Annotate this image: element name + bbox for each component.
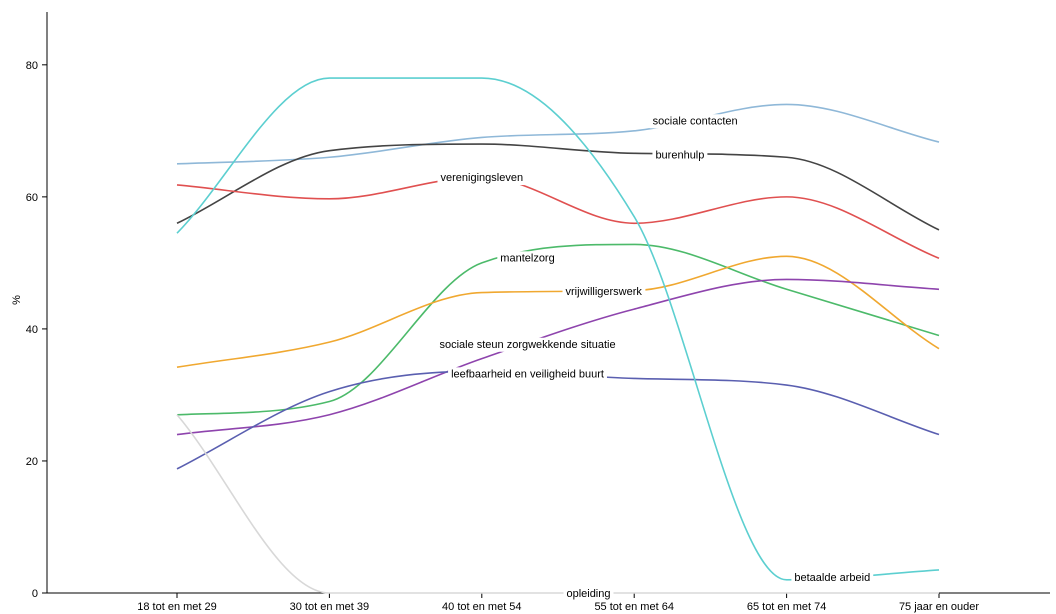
- series-label: mantelzorg: [500, 252, 554, 264]
- y-tick-label: 20: [26, 456, 38, 468]
- axes: [46, 12, 1050, 594]
- x-ticks: 18 tot en met 29 30 tot en met 39 40 tot e…: [137, 593, 979, 613]
- y-tick-label: 40: [26, 324, 38, 336]
- series-label: vrijwilligerswerk: [566, 286, 643, 298]
- series-label: verenigingsleven: [441, 172, 524, 184]
- series-label-background: [436, 337, 619, 352]
- series-labels: sociale contacten burenhulp verenigingslev…: [436, 114, 874, 601]
- series-label-background: [437, 171, 527, 186]
- x-tick-label: 18 tot en met 29: [137, 601, 217, 613]
- series-label: burenhulp: [655, 149, 704, 161]
- series-line-sociale-steun-zorgwekkende-situatie: [176, 278, 940, 436]
- series-label: betaalde arbeid: [794, 572, 870, 584]
- y-tick-label: 60: [26, 192, 38, 204]
- series-label: sociale steun zorgwekkende situatie: [439, 339, 615, 351]
- series-line-opleiding: [176, 414, 939, 594]
- series-label-background: [448, 367, 607, 382]
- x-tick-label: 75 jaar en ouder: [899, 601, 979, 613]
- series-label: sociale contacten: [653, 115, 738, 127]
- series-label-background: [562, 285, 646, 300]
- series-lines: [176, 77, 940, 594]
- x-tick-label: 65 tot en met 74: [747, 601, 827, 613]
- series-label-background: [652, 148, 708, 163]
- series-label-background: [649, 114, 741, 129]
- series-line-sociale-contacten: [176, 103, 940, 165]
- series-line-mantelzorg: [176, 243, 940, 416]
- y-tick-label: 0: [32, 588, 38, 600]
- y-axis-title: %: [11, 295, 23, 305]
- series-line-betaalde-arbeid: [176, 77, 940, 581]
- series-label: opleiding: [566, 588, 610, 600]
- series-label-background: [497, 251, 558, 266]
- series-label-background: [563, 587, 614, 601]
- x-tick-label: 40 tot en met 54: [442, 601, 522, 613]
- series-label: leefbaarheid en veiligheid buurt: [451, 368, 604, 380]
- y-ticks: 0 20 40 60 80: [26, 60, 47, 600]
- series-line-burenhulp: [176, 143, 940, 231]
- series-line-leefbaarheid-en-veiligheid-buurt: [176, 370, 940, 470]
- series-label-background: [791, 570, 874, 585]
- series-line-verenigingsleven: [176, 176, 940, 260]
- x-tick-label: 30 tot en met 39: [290, 601, 370, 613]
- y-tick-label: 80: [26, 60, 38, 72]
- x-tick-label: 55 tot en met 64: [594, 601, 674, 613]
